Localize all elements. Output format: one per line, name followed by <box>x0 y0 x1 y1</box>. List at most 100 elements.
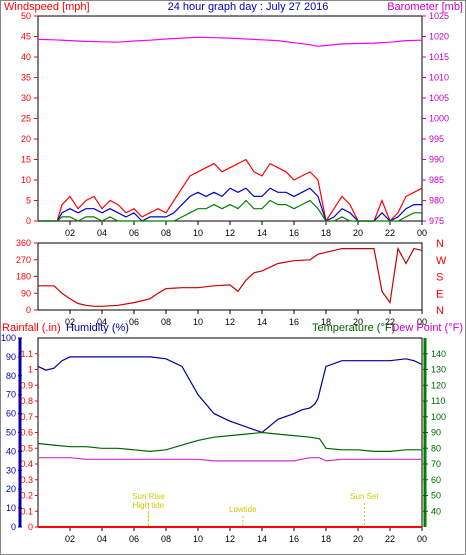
x-tick-label-p2-12: 12 <box>225 317 235 327</box>
rain-tick-label-0.6: 0.6 <box>20 428 33 438</box>
baro-tick-label-1010: 1010 <box>429 73 449 83</box>
event-label-1: High tide <box>133 501 165 510</box>
dir-tick-label-180: 180 <box>16 272 31 282</box>
series-low-line <box>38 199 422 222</box>
x-tick-label-p3-20: 20 <box>353 534 363 544</box>
dir-tick-label-90: 90 <box>21 288 31 298</box>
x-tick-label-p3-16: 16 <box>289 534 299 544</box>
rain-tick-label-0.4: 0.4 <box>20 459 33 469</box>
wind-tick-label-15: 15 <box>21 155 31 165</box>
series-dewpoint-line <box>38 457 422 462</box>
rain-tick-label-0.7: 0.7 <box>20 412 33 422</box>
event-label-0: Sun Rise <box>132 492 165 501</box>
x-tick-label-p1-16: 16 <box>289 228 299 238</box>
hum-tick-label-90: 90 <box>6 352 16 362</box>
x-tick-label-p2-02: 02 <box>65 317 75 327</box>
temp-tick-label-110: 110 <box>431 396 445 406</box>
x-tick-label-p1-18: 18 <box>321 228 331 238</box>
temperature-axis-title: Temperature (°F) <box>312 322 395 334</box>
x-tick-label-p2-00: 00 <box>417 317 427 327</box>
hum-tick-label-30: 30 <box>6 465 16 475</box>
rain-tick-label-0.9: 0.9 <box>20 380 33 390</box>
rain-tick-label-1.1: 1.1 <box>20 349 33 359</box>
x-tick-label-p2-06: 06 <box>129 317 139 327</box>
wind-tick-label-50: 50 <box>21 11 31 21</box>
x-tick-label-p1-10: 10 <box>193 228 203 238</box>
x-tick-label-p2-20: 20 <box>353 317 363 327</box>
chart-title: 24 hour graph day : July 27 2016 <box>168 1 329 13</box>
hum-tick-label-60: 60 <box>6 409 16 419</box>
temp-tick-label-140: 140 <box>431 349 446 359</box>
x-tick-label-p1-22: 22 <box>385 228 395 238</box>
temp-tick-label-100: 100 <box>431 412 446 422</box>
baro-tick-label-1020: 1020 <box>429 32 449 42</box>
wind-tick-label-10: 10 <box>21 175 31 185</box>
rain-tick-label-0.3: 0.3 <box>20 475 33 485</box>
rain-tick-label-0.2: 0.2 <box>20 491 33 501</box>
baro-tick-label-995: 995 <box>429 134 444 144</box>
hum-tick-label-70: 70 <box>6 390 16 400</box>
x-tick-label-p2-08: 08 <box>161 317 171 327</box>
event-label-2: Lowtide <box>229 505 257 514</box>
x-tick-label-p3-10: 10 <box>193 534 203 544</box>
x-tick-label-p1-02: 02 <box>65 228 75 238</box>
baro-tick-label-985: 985 <box>429 175 444 185</box>
baro-tick-label-1000: 1000 <box>429 114 449 124</box>
baro-tick-label-990: 990 <box>429 155 444 165</box>
compass-label-E-3: E <box>436 288 443 300</box>
wind-axis-title: Windspeed [mph] <box>4 1 90 13</box>
baro-tick-label-1015: 1015 <box>429 52 449 62</box>
baro-tick-label-975: 975 <box>429 216 444 226</box>
x-tick-label-p3-02: 02 <box>65 534 75 544</box>
dewpoint-axis-title: Dew Point (°F) <box>391 322 463 334</box>
x-tick-label-p1-06: 06 <box>129 228 139 238</box>
hum-tick-label-100: 100 <box>1 333 16 343</box>
panel-frame-1 <box>37 15 423 222</box>
temp-tick-label-130: 130 <box>431 365 446 375</box>
wind-tick-label-40: 40 <box>21 52 31 62</box>
x-tick-label-p1-04: 04 <box>97 228 107 238</box>
event-label-3: Sun Set <box>350 492 379 501</box>
x-tick-label-p2-18: 18 <box>321 317 331 327</box>
series-temperature-line <box>37 431 422 453</box>
hum-tick-label-50: 50 <box>6 428 16 438</box>
hum-tick-label-40: 40 <box>6 446 16 456</box>
temp-tick-label-50: 50 <box>431 491 441 501</box>
x-tick-label-p1-12: 12 <box>225 228 235 238</box>
hum-tick-label-10: 10 <box>6 503 16 513</box>
dir-tick-label-270: 270 <box>16 255 31 265</box>
rain-tick-label-0.8: 0.8 <box>20 396 33 406</box>
compass-label-S-2: S <box>436 272 443 284</box>
hum-tick-label-20: 20 <box>6 484 16 494</box>
wind-tick-label-20: 20 <box>21 134 31 144</box>
x-tick-label-p3-00: 00 <box>417 534 427 544</box>
temp-tick-label-90: 90 <box>431 428 441 438</box>
compass-label-W-1: W <box>436 255 447 267</box>
humidity-axis-title: Humidity (%) <box>66 322 129 334</box>
x-tick-label-p3-22: 22 <box>385 534 395 544</box>
rain-tick-label-0.1: 0.1 <box>20 506 33 516</box>
compass-label-N-4: N <box>436 305 444 317</box>
wind-tick-label-45: 45 <box>21 32 31 42</box>
x-tick-label-p3-04: 04 <box>97 534 107 544</box>
x-tick-label-p2-22: 22 <box>385 317 395 327</box>
x-tick-label-p1-20: 20 <box>353 228 363 238</box>
temp-tick-label-40: 40 <box>431 506 441 516</box>
x-tick-label-p3-12: 12 <box>225 534 235 544</box>
compass-label-N-0: N <box>436 238 444 250</box>
hum-tick-label-0: 0 <box>11 522 16 532</box>
x-tick-label-p1-14: 14 <box>257 228 267 238</box>
dir-tick-label-360: 360 <box>16 238 31 248</box>
temp-tick-label-120: 120 <box>431 380 446 390</box>
wind-tick-label-25: 25 <box>21 114 31 124</box>
x-tick-label-p2-04: 04 <box>97 317 107 327</box>
x-tick-label-p3-14: 14 <box>257 534 267 544</box>
x-tick-label-p1-00: 00 <box>417 228 427 238</box>
series-barometer-line <box>37 36 423 47</box>
hum-tick-label-80: 80 <box>6 371 16 381</box>
baro-tick-label-1025: 1025 <box>429 11 449 21</box>
x-tick-label-p3-06: 06 <box>129 534 139 544</box>
x-tick-label-p3-18: 18 <box>321 534 331 544</box>
baro-tick-label-980: 980 <box>429 196 444 206</box>
